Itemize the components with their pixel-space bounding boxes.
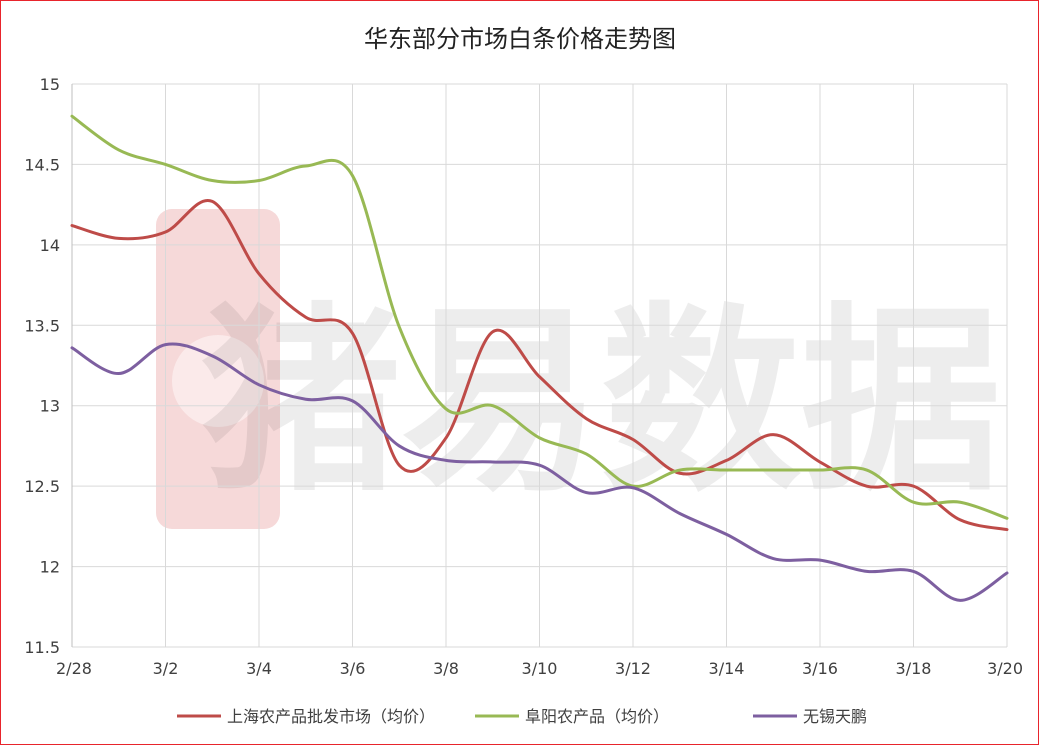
y-tick-label: 15 bbox=[40, 75, 60, 94]
x-tick-label: 3/4 bbox=[246, 659, 272, 678]
y-tick-label: 14 bbox=[40, 236, 60, 255]
watermark: 猪易数据 bbox=[156, 209, 1001, 529]
y-tick-label: 14.5 bbox=[24, 155, 60, 174]
x-tick-label: 3/2 bbox=[153, 659, 179, 678]
y-axis-ticks: 11.5 12 12.5 13 13.5 14 14.5 15 bbox=[24, 75, 60, 657]
legend-label-3: 无锡天鹏 bbox=[803, 707, 867, 726]
x-tick-label: 3/8 bbox=[433, 659, 459, 678]
x-tick-label: 3/16 bbox=[802, 659, 838, 678]
legend-label-2: 阜阳农产品（均价） bbox=[525, 707, 669, 726]
y-tick-label: 13 bbox=[40, 397, 60, 416]
y-tick-label: 12.5 bbox=[24, 477, 60, 496]
chart-title: 华东部分市场白条价格走势图 bbox=[364, 25, 676, 53]
watermark-logo-circle bbox=[172, 335, 264, 427]
x-axis-ticks: 2/28 3/2 3/4 3/6 3/8 3/10 3/12 3/14 3/16 3/18 3/20 bbox=[56, 659, 1023, 678]
y-tick-label: 12 bbox=[40, 558, 60, 577]
series-line-3 bbox=[70, 342, 1009, 602]
x-tick-label: 3/20 bbox=[987, 659, 1023, 678]
x-tick-label: 3/10 bbox=[522, 659, 558, 678]
y-tick-label: 11.5 bbox=[24, 638, 60, 657]
series-line-1 bbox=[70, 198, 1009, 532]
legend-label-1: 上海农产品批发市场（均价） bbox=[227, 707, 435, 726]
series-lines bbox=[70, 114, 1009, 602]
x-tick-label: 3/14 bbox=[709, 659, 745, 678]
x-tick-label: 3/12 bbox=[615, 659, 651, 678]
x-tick-label: 2/28 bbox=[56, 659, 92, 678]
x-tick-label: 3/6 bbox=[340, 659, 366, 678]
y-tick-label: 13.5 bbox=[24, 316, 60, 335]
x-tick-label: 3/18 bbox=[896, 659, 932, 678]
series-line-2 bbox=[70, 114, 1009, 520]
legend: 上海农产品批发市场（均价） 阜阳农产品（均价） 无锡天鹏 bbox=[177, 707, 867, 726]
